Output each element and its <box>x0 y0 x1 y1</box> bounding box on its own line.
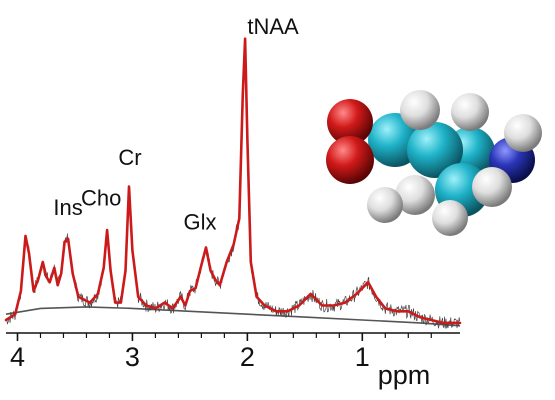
atom-hydrogen <box>400 90 440 130</box>
peak-label: tNAA <box>247 14 299 39</box>
x-tick-label: 3 <box>125 342 140 372</box>
atom-hydrogen <box>395 175 435 215</box>
x-tick-label: 2 <box>240 342 255 372</box>
x-axis-unit-label: ppm <box>378 360 431 390</box>
peak-label: Glx <box>183 210 216 235</box>
atom-hydrogen <box>367 187 403 223</box>
atom-hydrogen <box>451 93 489 131</box>
x-tick-label: 4 <box>10 342 25 372</box>
atom-oxygen <box>326 136 374 184</box>
atom-hydrogen <box>472 167 512 207</box>
atom-carbon <box>407 122 463 178</box>
x-tick-label: 1 <box>355 342 370 372</box>
baseline-curve <box>5 306 461 327</box>
atom-hydrogen <box>432 200 468 236</box>
atom-oxygen <box>327 99 373 145</box>
atom-hydrogen <box>504 114 542 152</box>
molecule-space-filling-model <box>326 90 542 236</box>
peak-label: Cr <box>118 145 141 170</box>
peak-label: Cho <box>81 185 121 210</box>
peak-label: Ins <box>53 195 82 220</box>
fit-spectrum-line <box>4 37 462 325</box>
